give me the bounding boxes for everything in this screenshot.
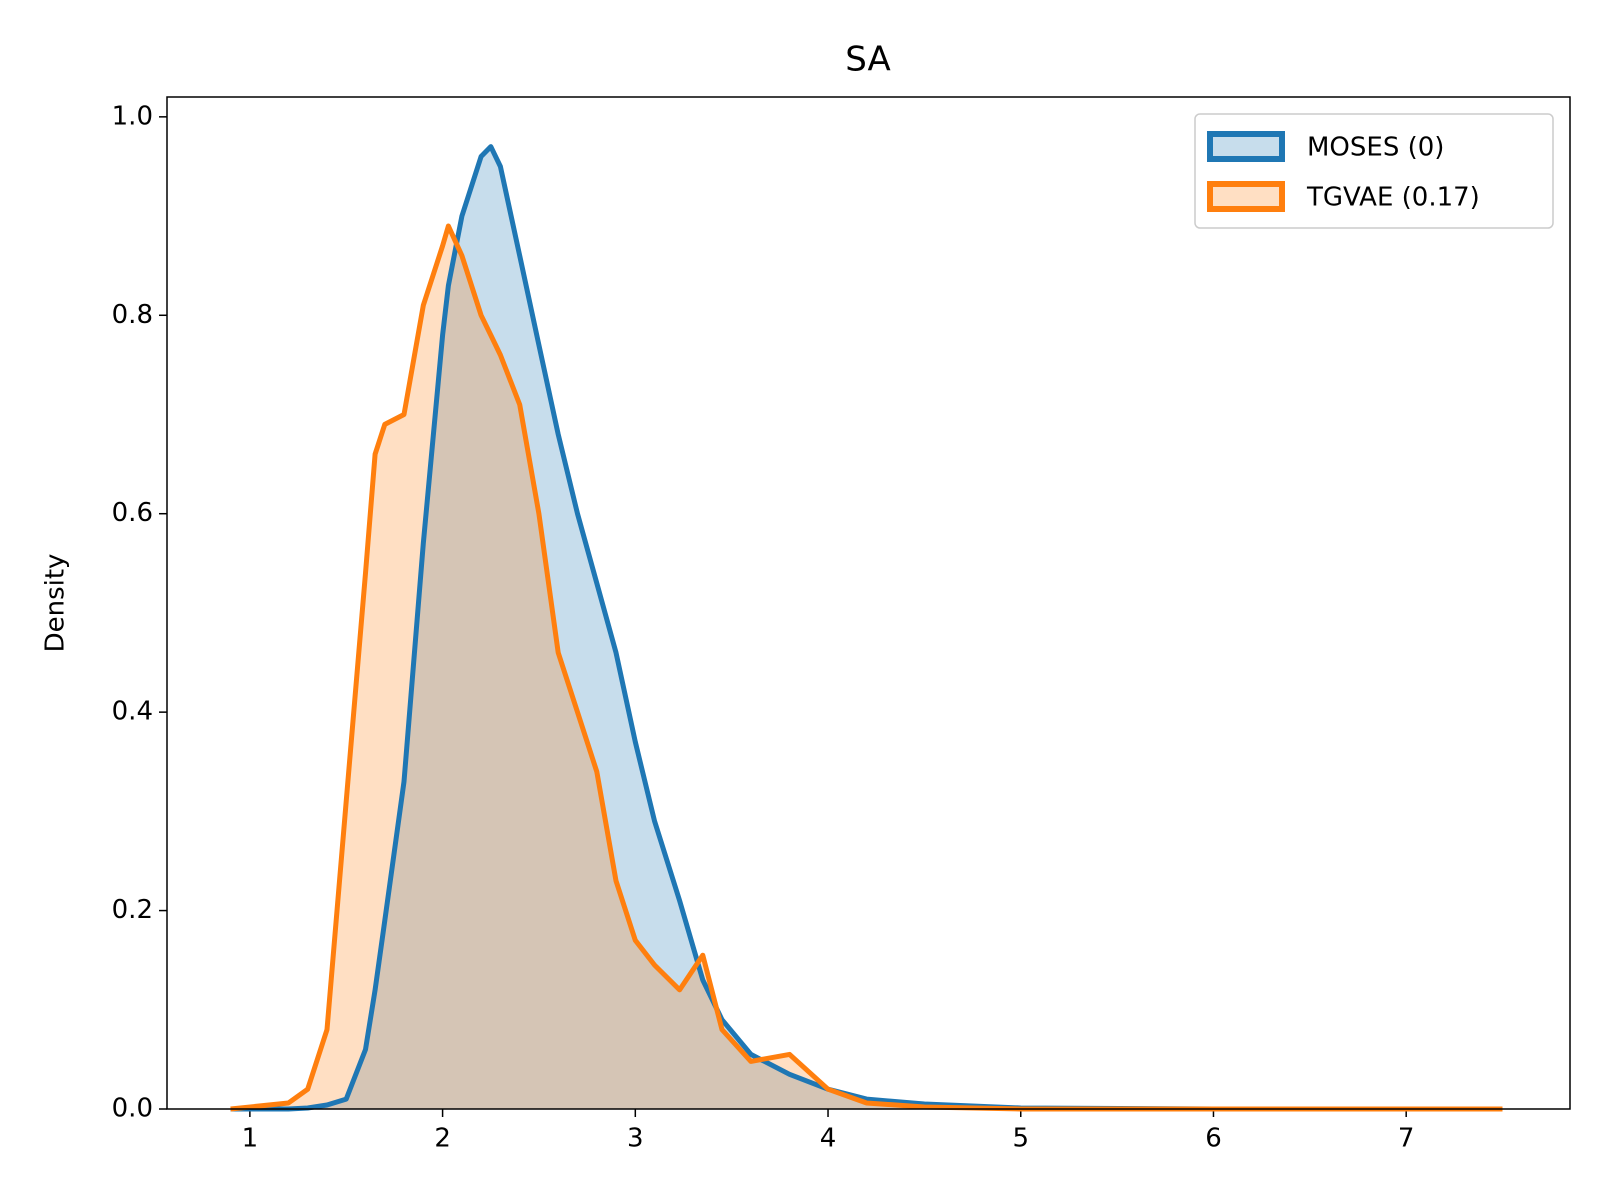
y-tick-label: 0.0 bbox=[112, 1094, 153, 1124]
density-line bbox=[230, 144, 1503, 1112]
y-tick-label: 0.2 bbox=[112, 895, 153, 925]
density-area bbox=[230, 226, 1503, 1109]
legend-label: MOSES (0) bbox=[1307, 133, 1444, 163]
legend-swatch bbox=[1207, 131, 1285, 162]
y-tick-label: 0.6 bbox=[112, 498, 153, 528]
legend-label: TGVAE (0.17) bbox=[1306, 183, 1480, 213]
legend-swatch bbox=[1207, 181, 1285, 212]
x-tick-label: 6 bbox=[1205, 1124, 1222, 1154]
y-tick-label: 0.8 bbox=[112, 300, 153, 330]
x-tick-label: 5 bbox=[1012, 1124, 1029, 1154]
x-tick-label: 1 bbox=[242, 1124, 259, 1154]
y-tick-label: 1.0 bbox=[112, 101, 153, 131]
x-tick-label: 7 bbox=[1398, 1124, 1415, 1154]
density-line bbox=[230, 223, 1503, 1112]
x-tick-label: 3 bbox=[627, 1124, 644, 1154]
y-tick-label: 0.4 bbox=[112, 697, 153, 727]
density-area bbox=[230, 146, 1503, 1110]
x-tick-label: 4 bbox=[820, 1124, 837, 1154]
x-tick-label: 2 bbox=[434, 1124, 451, 1154]
chart-title: SA bbox=[845, 40, 890, 80]
plot-frame bbox=[166, 96, 1571, 1110]
y-axis-label: Density bbox=[41, 554, 71, 653]
